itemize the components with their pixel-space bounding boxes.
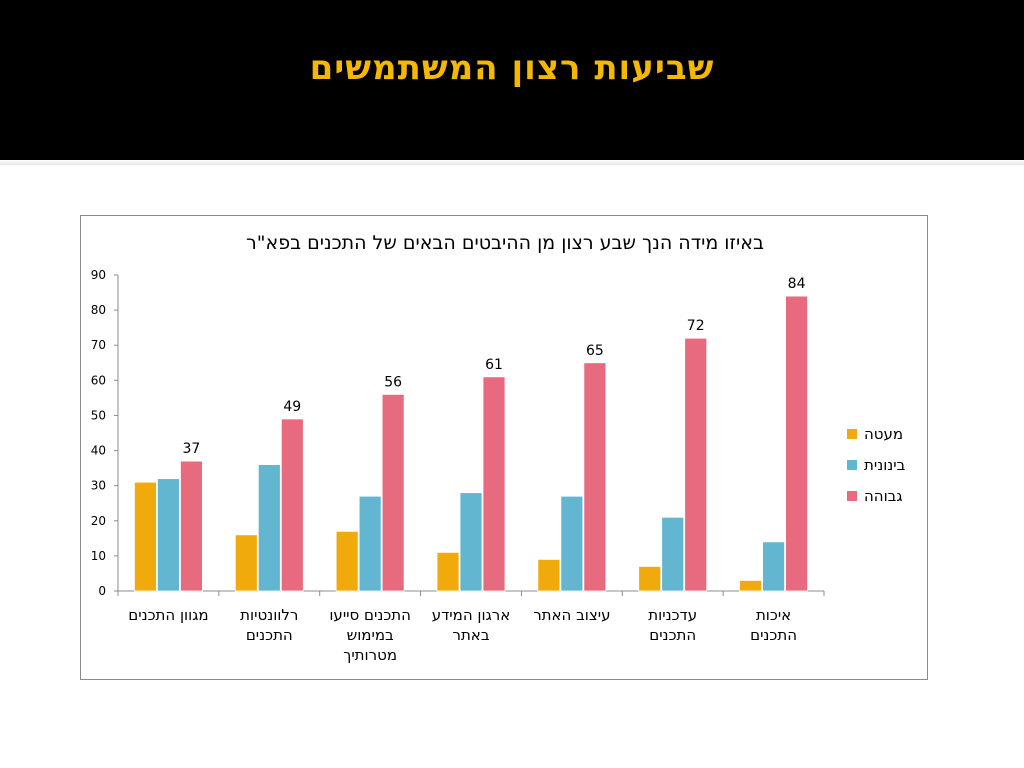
bar: [785, 295, 808, 592]
legend-swatch: [847, 460, 857, 470]
y-tick-label: 30: [91, 479, 106, 493]
x-category-label: התכנים: [649, 626, 696, 644]
x-category-label: עיצוב האתר: [533, 606, 610, 624]
bar: [280, 418, 304, 592]
x-category-label: מגוון התכנים: [128, 606, 208, 624]
header-divider: [0, 160, 1024, 165]
x-category-label: התכנים סייעו: [329, 606, 411, 624]
bar-chart: באיזו מידה הנך שבע רצון מן ההיבטים הבאים…: [91, 232, 906, 664]
bar: [583, 362, 607, 592]
bar: [482, 376, 506, 592]
bar: [180, 460, 203, 592]
bar: [684, 337, 708, 592]
x-category-label: ארגון המידע: [432, 606, 511, 624]
legend-label: גבוהה: [864, 487, 903, 505]
bar: [436, 551, 460, 592]
bar: [358, 495, 382, 592]
y-tick-label: 50: [91, 408, 106, 422]
data-label: 61: [485, 357, 503, 373]
y-tick-label: 10: [91, 549, 106, 563]
data-label: 84: [788, 276, 806, 292]
bar: [234, 534, 258, 592]
x-category-label: באתר: [452, 626, 489, 644]
x-category-label: התכנים: [750, 626, 797, 644]
header-band: [0, 0, 1024, 160]
y-tick-label: 60: [91, 373, 106, 387]
bar: [335, 530, 359, 592]
y-tick-label: 90: [91, 268, 106, 282]
x-category-label: רלוונטיות: [240, 606, 298, 624]
bar: [560, 495, 584, 592]
x-category-label: עדכניות: [648, 606, 697, 624]
legend-swatch: [847, 429, 857, 439]
y-tick-label: 0: [98, 584, 106, 598]
chart-frame: באיזו מידה הנך שבע רצון מן ההיבטים הבאים…: [80, 215, 928, 680]
bar: [459, 492, 483, 592]
x-category-label: מטרותיך: [343, 646, 397, 664]
bar: [134, 481, 157, 592]
bar: [762, 541, 785, 592]
data-label: 65: [586, 343, 604, 359]
x-category-label: איכות: [756, 606, 791, 624]
data-label: 49: [283, 399, 301, 415]
bar: [157, 478, 180, 592]
bar: [739, 580, 762, 592]
y-tick-label: 40: [91, 444, 106, 458]
y-tick-label: 80: [91, 303, 106, 317]
y-tick-label: 70: [91, 338, 106, 352]
data-label: 56: [384, 374, 402, 390]
x-category-label: התכנים: [246, 626, 293, 644]
bar: [381, 393, 405, 592]
data-label: 72: [687, 318, 705, 334]
bar: [661, 516, 685, 592]
legend-swatch: [847, 491, 857, 501]
legend-label: בינונית: [864, 456, 906, 474]
bar: [537, 558, 561, 592]
slide-title: שביעות רצון המשתמשים: [309, 48, 715, 88]
y-tick-label: 20: [91, 514, 106, 528]
chart-title: באיזו מידה הנך שבע רצון מן ההיבטים הבאים…: [246, 232, 764, 254]
bar: [638, 566, 662, 592]
x-category-label: במימוש: [347, 626, 394, 644]
legend-label: מעטה: [864, 425, 903, 443]
bar: [257, 464, 281, 592]
data-label: 37: [183, 441, 201, 457]
